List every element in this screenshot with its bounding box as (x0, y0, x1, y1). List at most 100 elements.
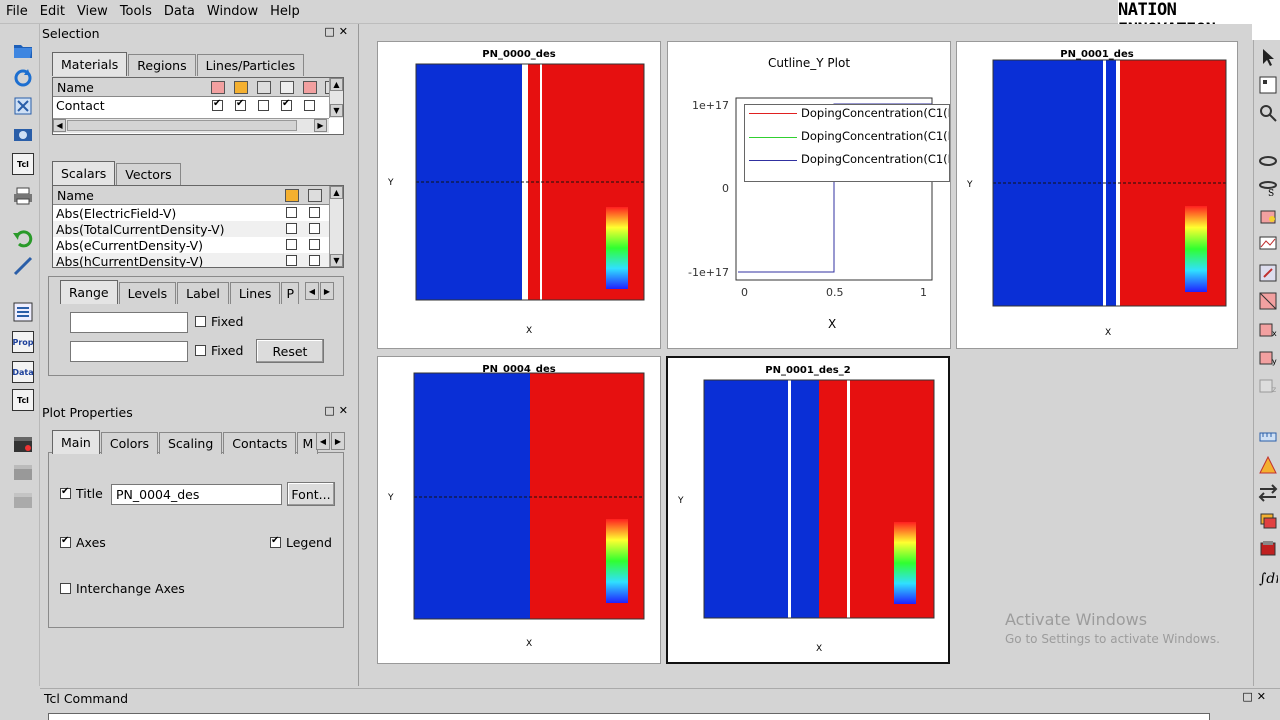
scroll-right-icon[interactable]: ▶ (314, 119, 327, 132)
panel-float-close-icon[interactable]: □✕ (324, 404, 352, 417)
scalar-check[interactable] (309, 255, 320, 266)
movie-icon[interactable] (10, 432, 36, 456)
tab-range[interactable]: Range (60, 280, 118, 304)
lock-icon[interactable] (211, 81, 225, 94)
prop-icon[interactable]: Prop (10, 330, 36, 354)
contour-icon[interactable] (303, 81, 317, 94)
tab-levels[interactable]: Levels (118, 282, 177, 304)
cut-x-icon[interactable] (1257, 290, 1279, 312)
undo-icon[interactable] (10, 226, 36, 250)
tab-vectors[interactable]: Vectors (116, 163, 181, 185)
legend-checkbox[interactable] (270, 535, 281, 548)
menu-edit[interactable]: Edit (39, 3, 65, 19)
fixed-min-checkbox[interactable] (195, 316, 206, 327)
vscroll-down-icon[interactable]: ▼ (330, 104, 343, 117)
tab-label[interactable]: Label (177, 282, 229, 304)
scalar-check[interactable] (286, 239, 297, 250)
material-check-1[interactable] (212, 98, 223, 111)
range-max-input[interactable] (70, 341, 188, 362)
vscroll-up-icon[interactable]: ▲ (330, 186, 343, 199)
magnifier-icon[interactable] (1257, 102, 1279, 124)
vscroll-down-icon[interactable]: ▼ (330, 254, 343, 267)
menu-data[interactable]: Data (163, 3, 195, 19)
open-folder-icon[interactable] (10, 38, 36, 62)
vscroll-up-icon[interactable]: ▲ (330, 78, 343, 91)
tools-icon[interactable] (10, 94, 36, 118)
reload-icon[interactable] (10, 66, 36, 90)
material-check-5[interactable] (304, 100, 315, 111)
menu-tools[interactable]: Tools (119, 3, 152, 19)
plot-title-input[interactable]: PN_0004_des (111, 484, 282, 505)
tab-lines[interactable]: Lines (229, 282, 281, 304)
tab-scalars[interactable]: Scalars (52, 161, 116, 185)
reset-button[interactable]: Reset (256, 339, 324, 363)
scalar-row[interactable]: Abs(eCurrentDensity-V) (53, 237, 343, 253)
tab-regions[interactable]: Regions (128, 54, 196, 76)
scalar-row[interactable]: Abs(ElectricField-V) (53, 205, 343, 221)
integral-icon[interactable]: ∫dr (1257, 566, 1279, 588)
menu-file[interactable]: File (6, 3, 28, 19)
probe-icon[interactable] (1257, 204, 1279, 226)
scalar-lock-icon[interactable] (285, 189, 299, 202)
materials-hscroll[interactable]: ◀ ▶ (53, 118, 329, 133)
scalar-check[interactable] (286, 207, 297, 218)
link-icon[interactable] (1257, 150, 1279, 172)
scalar-check[interactable] (309, 239, 320, 250)
mesh-icon[interactable] (257, 81, 271, 94)
panel-float-close-icon[interactable]: □✕ (324, 25, 352, 38)
material-check-3[interactable] (258, 100, 269, 111)
tab-main[interactable]: Main (52, 430, 100, 454)
scalar-row[interactable]: Abs(TotalCurrentDensity-V) (53, 221, 343, 237)
hscroll-thumb[interactable] (67, 120, 297, 131)
title-checkbox[interactable] (60, 486, 71, 499)
cutline-plot-window[interactable]: Cutline_Y Plot 1e+17 0 -1e+17 0 0.5 1 X … (667, 41, 951, 349)
layers-icon[interactable] (1257, 510, 1279, 532)
plot-window-pn-0001[interactable]: PN_0001_des X Y (956, 41, 1238, 349)
material-check-4[interactable] (281, 98, 292, 111)
material-check-2[interactable] (235, 98, 246, 111)
lock-color-icon[interactable] (234, 81, 248, 94)
tab-p[interactable]: P (281, 282, 299, 304)
camera-icon[interactable] (10, 122, 36, 146)
plot-window-pn-0004[interactable]: PN_0004_des X Y (377, 356, 661, 664)
tab-materials[interactable]: Materials (52, 52, 128, 76)
menu-window[interactable]: Window (206, 3, 259, 19)
tab-contacts[interactable]: Contacts (223, 432, 297, 454)
tcl-command-input[interactable] (48, 713, 1210, 720)
line-tool-icon[interactable] (10, 254, 36, 278)
menu-view[interactable]: View (76, 3, 108, 19)
scroll-left-icon[interactable]: ◀ (53, 119, 66, 132)
props-tabs-right-icon[interactable]: ▶ (331, 432, 345, 450)
materials-row-contact[interactable]: Contact (53, 97, 343, 114)
scalar-mesh-icon[interactable] (308, 189, 322, 202)
tab-colors[interactable]: Colors (100, 432, 158, 454)
ruler-icon[interactable] (1257, 426, 1279, 448)
movie-export-icon[interactable] (10, 488, 36, 512)
unlink-icon[interactable]: S (1257, 176, 1279, 198)
print-icon[interactable] (10, 184, 36, 208)
list-icon[interactable] (10, 300, 36, 324)
scalar-check[interactable] (286, 255, 297, 266)
menu-help[interactable]: Help (270, 3, 300, 19)
scalar-check[interactable] (286, 223, 297, 234)
materials-vscroll[interactable]: ▲ ▼ (329, 78, 343, 118)
tab-scaling[interactable]: Scaling (159, 432, 223, 454)
tabs-scroll-left-icon[interactable]: ◀ (305, 282, 319, 300)
tabs-scroll-right-icon[interactable]: ▶ (320, 282, 334, 300)
panel-float-close-icon[interactable]: □✕ (1242, 690, 1270, 703)
scalar-row[interactable]: Abs(hCurrentDensity-V) (53, 253, 343, 267)
data-icon[interactable]: Data (10, 360, 36, 384)
fixed-max-checkbox[interactable] (195, 345, 206, 356)
select-region-icon[interactable] (1257, 262, 1279, 284)
movie-frames-icon[interactable] (10, 460, 36, 484)
tcl-console-icon[interactable]: Tcl (10, 388, 36, 412)
tcl-icon[interactable]: Tcl (10, 152, 36, 176)
plot-window-pn-0001-2[interactable]: PN_0001_des_2 X Y (666, 356, 950, 664)
scalar-check[interactable] (309, 223, 320, 234)
props-tabs-left-icon[interactable]: ◀ (316, 432, 330, 450)
range-min-input[interactable] (70, 312, 188, 333)
cutline-z-icon[interactable]: z (1257, 374, 1279, 396)
mesh-grid-icon[interactable] (1257, 454, 1279, 476)
tab-lines-particles[interactable]: Lines/Particles (196, 54, 305, 76)
font-button[interactable]: Font... (287, 482, 335, 506)
